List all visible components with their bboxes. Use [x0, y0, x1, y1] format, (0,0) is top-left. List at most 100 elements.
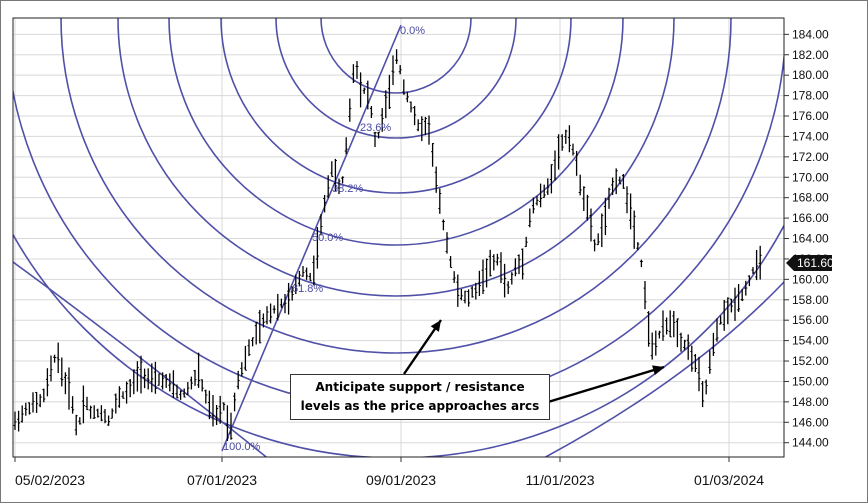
price-bar [449, 256, 453, 269]
fib-level-label: 61.8% [292, 283, 323, 295]
price-bar [27, 402, 31, 415]
price-bar [189, 376, 193, 390]
price-bar [614, 168, 618, 195]
y-tick-label: 170.00 [792, 170, 829, 184]
price-bar [146, 368, 150, 390]
plot-frame [12, 17, 785, 458]
price-bar [452, 271, 456, 283]
price-bar [348, 98, 352, 122]
price-bar [359, 72, 363, 108]
price-bar [150, 363, 154, 393]
price-bar [672, 310, 676, 338]
price-bar [575, 150, 579, 176]
y-tick-label: 148.00 [792, 395, 829, 409]
price-bar [380, 108, 384, 132]
price-bar [521, 248, 525, 280]
price-bar [117, 386, 121, 408]
price-bar [477, 270, 481, 296]
price-bar [171, 370, 175, 399]
price-bar [657, 330, 661, 339]
price-bar [686, 334, 690, 360]
price-bar [121, 391, 125, 399]
price-bar [636, 242, 640, 251]
price-bar [733, 287, 737, 321]
price-bars [13, 49, 762, 441]
price-bar [758, 245, 762, 280]
price-bar [96, 408, 100, 418]
price-bar [207, 390, 211, 420]
price-bar [60, 357, 64, 387]
y-tick-label: 166.00 [792, 211, 829, 225]
price-bar [229, 412, 233, 440]
fib-level-label: 23.6% [360, 122, 391, 134]
price-bar [517, 254, 521, 275]
y-tick-label: 160.00 [792, 272, 829, 286]
price-bar [143, 368, 147, 389]
price-bar [495, 253, 499, 266]
price-bar [305, 267, 309, 280]
price-bar [323, 194, 327, 213]
price-bar [114, 393, 118, 414]
price-bar [625, 186, 629, 214]
price-bar [405, 91, 409, 103]
price-bar [481, 259, 485, 294]
price-bar [204, 389, 208, 404]
price-bar [524, 236, 528, 248]
price-bar [719, 315, 723, 325]
price-bar [135, 361, 139, 392]
price-bar [193, 369, 197, 386]
price-bar [697, 356, 701, 392]
price-bar [265, 306, 269, 325]
price-bar [272, 305, 276, 314]
y-tick-label: 146.00 [792, 415, 829, 429]
price-bar [297, 270, 301, 287]
price-bar [341, 176, 345, 184]
price-bar [240, 362, 244, 377]
price-bar [74, 414, 78, 436]
price-bar [125, 381, 129, 404]
price-bar [690, 345, 694, 372]
price-bar [467, 289, 471, 307]
price-bar [182, 388, 186, 398]
price-bar [164, 374, 168, 388]
arrow-head [430, 320, 441, 332]
price-bar [398, 65, 402, 75]
price-bar [542, 184, 546, 198]
price-bar [621, 173, 625, 189]
price-bar [506, 281, 510, 295]
price-bar [315, 227, 319, 269]
price-bar [755, 249, 759, 281]
fib-arc [320, 18, 472, 94]
price-bar [423, 116, 427, 136]
y-tick-label: 174.00 [792, 129, 829, 143]
price-bar [751, 267, 755, 275]
price-bar [647, 311, 651, 347]
y-tick-label: 152.00 [792, 354, 829, 368]
price-bar [89, 405, 93, 419]
price-bar [661, 310, 665, 341]
price-bar [290, 286, 294, 301]
last-price-tag: 161.60 [786, 255, 834, 272]
price-bar [715, 318, 719, 342]
price-bar [333, 158, 337, 192]
price-bar [283, 293, 287, 314]
price-bar [233, 392, 237, 412]
price-bar [567, 125, 571, 153]
price-bar [618, 176, 622, 185]
price-bar [153, 361, 157, 394]
price-bar [294, 274, 298, 295]
price-bar [391, 55, 395, 86]
price-bar [254, 321, 258, 345]
price-bar [722, 299, 726, 331]
price-bar [369, 106, 373, 119]
price-bar [603, 197, 607, 236]
price-bar [503, 263, 507, 298]
price-bar [744, 280, 748, 296]
price-bar [175, 384, 179, 399]
price-bar [470, 286, 474, 298]
price-bar [197, 352, 201, 388]
price-bar [92, 405, 96, 419]
price-bar [56, 342, 60, 374]
price-bar [571, 143, 575, 156]
price-bar [607, 187, 611, 209]
